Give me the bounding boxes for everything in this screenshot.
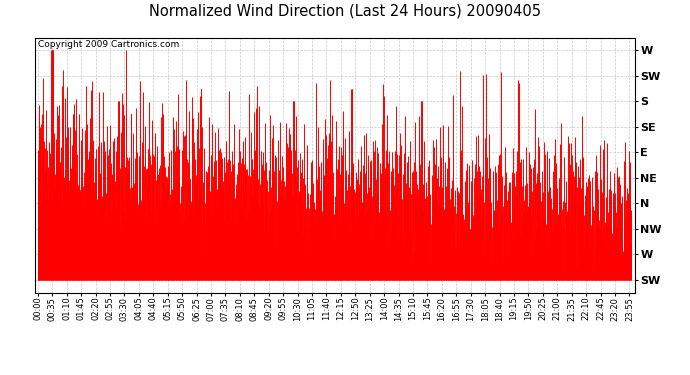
- Text: Normalized Wind Direction (Last 24 Hours) 20090405: Normalized Wind Direction (Last 24 Hours…: [149, 4, 541, 19]
- Text: Copyright 2009 Cartronics.com: Copyright 2009 Cartronics.com: [37, 40, 179, 49]
